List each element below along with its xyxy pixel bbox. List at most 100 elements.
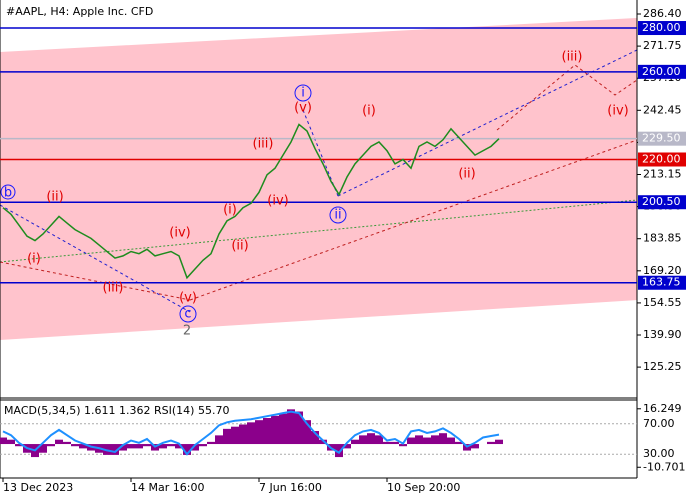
wave-label: b xyxy=(4,186,12,201)
wave-label: (v) xyxy=(179,291,197,306)
level-box xyxy=(638,275,686,290)
level-box xyxy=(638,64,686,79)
wave-circle xyxy=(0,184,16,200)
wave-label: (iii) xyxy=(253,137,274,152)
level-box xyxy=(638,195,686,210)
trend-line xyxy=(0,204,191,313)
macd-bar xyxy=(271,415,279,445)
macd-bar xyxy=(79,444,87,449)
macd-bar xyxy=(119,444,127,451)
wave-label: (iii) xyxy=(562,50,583,65)
y-tick-label: 286.40 xyxy=(643,7,682,20)
macd-bar xyxy=(215,435,223,445)
level-box xyxy=(638,21,686,36)
y-tick-label: -10.701 xyxy=(643,460,685,473)
macd-bar xyxy=(415,435,423,445)
wave-circle xyxy=(179,305,197,323)
level-box xyxy=(638,131,686,146)
macd-bar xyxy=(487,441,495,445)
level-label: 220.00 xyxy=(642,152,681,165)
macd-bar xyxy=(447,437,455,445)
macd-bar xyxy=(199,444,207,447)
macd-bar xyxy=(439,433,447,445)
y-tick-label: 125.25 xyxy=(643,360,682,373)
macd-bar xyxy=(367,433,375,445)
macd-bar xyxy=(135,444,143,449)
macd-bar xyxy=(159,444,167,449)
wave-label: (ii) xyxy=(458,167,475,182)
macd-bar xyxy=(247,422,255,445)
wave-label: (i) xyxy=(27,252,41,267)
macd-bar xyxy=(495,439,503,445)
y-tick-label: 242.45 xyxy=(643,103,682,116)
level-label: 163.75 xyxy=(642,276,681,289)
wave-label: ii xyxy=(334,208,341,223)
wave-label: (iv) xyxy=(169,226,190,241)
macd-bar xyxy=(295,411,303,445)
rsi-line xyxy=(2,410,500,456)
macd-bar xyxy=(143,444,151,447)
macd-bar xyxy=(431,435,439,445)
macd-bar xyxy=(0,437,7,445)
macd-bar xyxy=(303,420,311,445)
macd-bar xyxy=(47,444,55,447)
level-label: 200.50 xyxy=(642,195,681,208)
wave-label: 2 xyxy=(183,324,191,339)
macd-bar xyxy=(63,441,71,445)
x-tick-label: 14 Mar 16:00 xyxy=(131,481,204,494)
wave-label: (i) xyxy=(223,203,237,218)
macd-bar xyxy=(223,428,231,445)
wave-circle xyxy=(294,84,312,102)
trend-line xyxy=(189,139,638,301)
y-tick-label: 154.55 xyxy=(643,296,682,309)
y-tick-label: 169.20 xyxy=(643,264,682,277)
y2-tick-label: 70.00 xyxy=(643,417,675,430)
level-box xyxy=(638,152,686,167)
wave-circle xyxy=(329,206,347,224)
macd-bar xyxy=(55,439,63,445)
macd-bar xyxy=(391,441,399,445)
wave-label: c xyxy=(184,307,191,322)
y-tick-label: 139.90 xyxy=(643,328,682,341)
macd-bar xyxy=(287,409,295,445)
macd-bar xyxy=(279,413,287,445)
macd-bar xyxy=(343,444,351,449)
macd-bar xyxy=(375,435,383,445)
macd-bar xyxy=(231,426,239,445)
macd-bar xyxy=(471,444,479,449)
macd-bar xyxy=(311,431,319,445)
chart-title: #AAPL, H4: Apple Inc. CFD xyxy=(6,5,153,18)
wave-label: (ii) xyxy=(46,190,63,205)
macd-bar xyxy=(175,444,183,449)
wave-label: (iv) xyxy=(607,104,628,119)
y-tick-label: 271.75 xyxy=(643,39,682,52)
wave-label: (v) xyxy=(294,101,312,116)
macd-bar xyxy=(399,444,407,447)
y-tick-label: 16.249 xyxy=(643,402,682,415)
trend-line xyxy=(0,199,638,263)
level-label: 280.00 xyxy=(642,21,681,34)
macd-bar xyxy=(423,437,431,445)
macd-bar xyxy=(7,439,15,445)
macd-bar xyxy=(183,444,191,455)
wave-label: (iii) xyxy=(103,281,124,296)
macd-bar xyxy=(207,441,215,445)
channel xyxy=(0,18,637,340)
macd-bar xyxy=(111,444,119,455)
macd-bar xyxy=(455,441,463,445)
macd-bar xyxy=(191,444,199,451)
x-tick-label: 10 Sep 20:00 xyxy=(387,481,460,494)
wave-label: (i) xyxy=(362,104,376,119)
level-label: 260.00 xyxy=(642,65,681,78)
plot-area xyxy=(0,27,637,284)
macd-bar xyxy=(351,439,359,445)
macd-bar xyxy=(239,424,247,445)
macd-bar xyxy=(167,444,175,447)
forecast xyxy=(496,64,638,131)
wave-label: (iv) xyxy=(267,194,288,209)
level-label: 229.50 xyxy=(642,132,681,145)
macd-bar xyxy=(127,444,135,449)
macd-bar xyxy=(39,444,47,453)
wave-label: (ii) xyxy=(231,239,248,254)
